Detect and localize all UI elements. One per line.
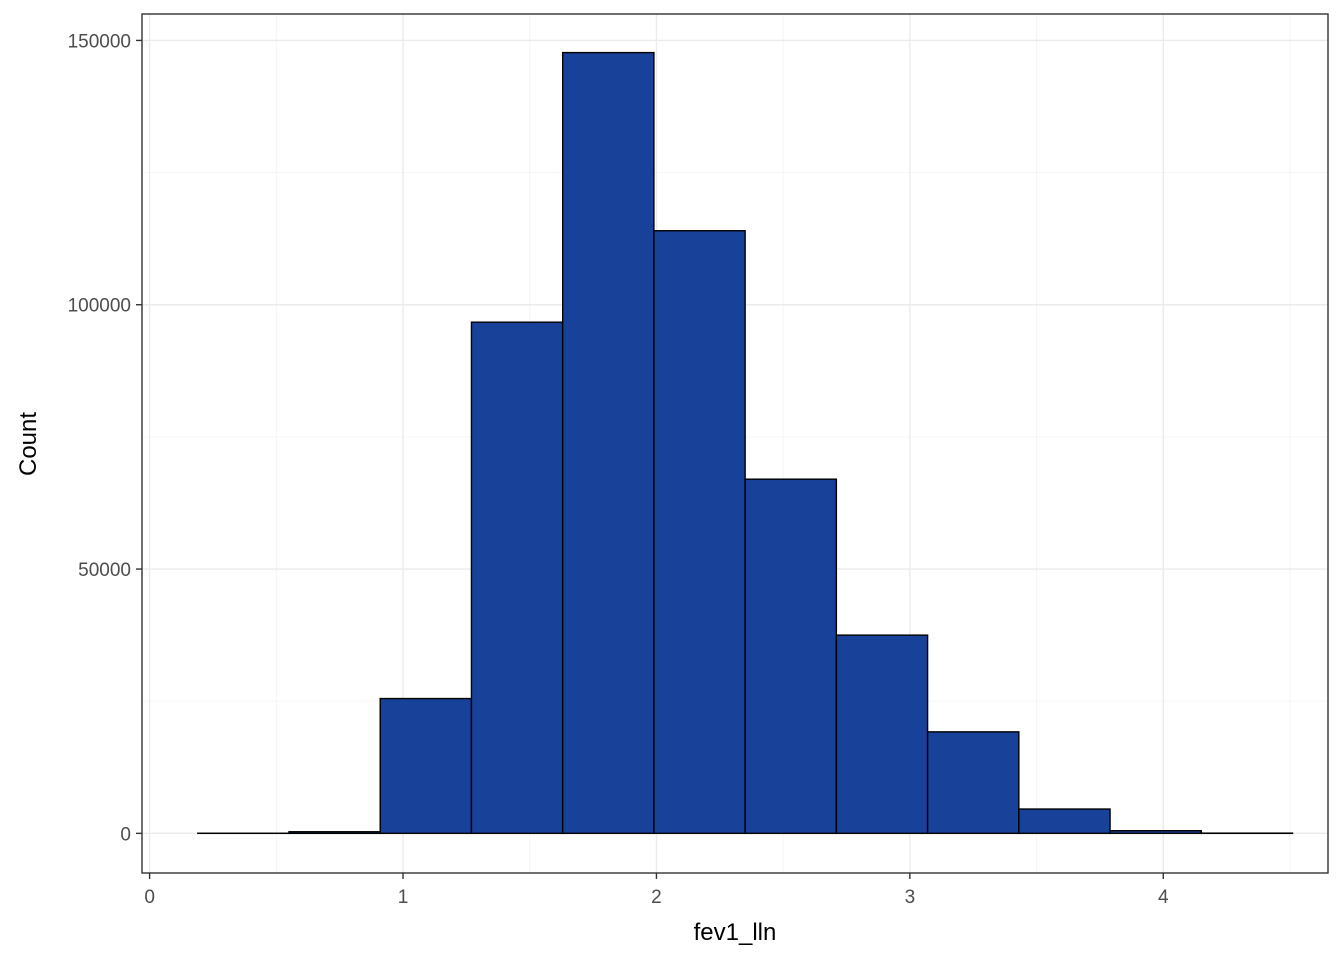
x-tick-label: 1 <box>398 887 409 908</box>
y-tick-label: 50000 <box>78 560 131 581</box>
histogram-bar <box>744 478 838 835</box>
panel-border <box>141 13 1329 874</box>
histogram-bar <box>288 831 381 835</box>
y-axis-title: Count <box>15 412 42 476</box>
histogram-bar <box>1018 808 1111 835</box>
histogram-bar <box>653 230 746 835</box>
x-axis-ticks: 0 1 2 3 4 <box>144 873 1169 908</box>
histogram-bar <box>379 697 473 835</box>
y-axis-ticks: 0 50000 100000 150000 <box>68 31 142 845</box>
histogram-bars <box>197 51 1294 835</box>
histogram-bar <box>1109 830 1202 835</box>
y-tick-label: 0 <box>120 824 131 845</box>
histogram-bar <box>926 731 1020 835</box>
histogram-bar <box>835 634 929 835</box>
x-tick-label: 3 <box>905 887 916 908</box>
x-axis-title: fev1_lln <box>694 919 777 946</box>
histogram-bar <box>561 51 655 835</box>
x-tick-label: 4 <box>1158 887 1169 908</box>
histogram-bar <box>470 321 564 835</box>
x-tick-label: 2 <box>651 887 662 908</box>
y-tick-label: 150000 <box>68 31 131 52</box>
x-tick-label: 0 <box>144 887 155 908</box>
y-tick-label: 100000 <box>68 296 131 317</box>
